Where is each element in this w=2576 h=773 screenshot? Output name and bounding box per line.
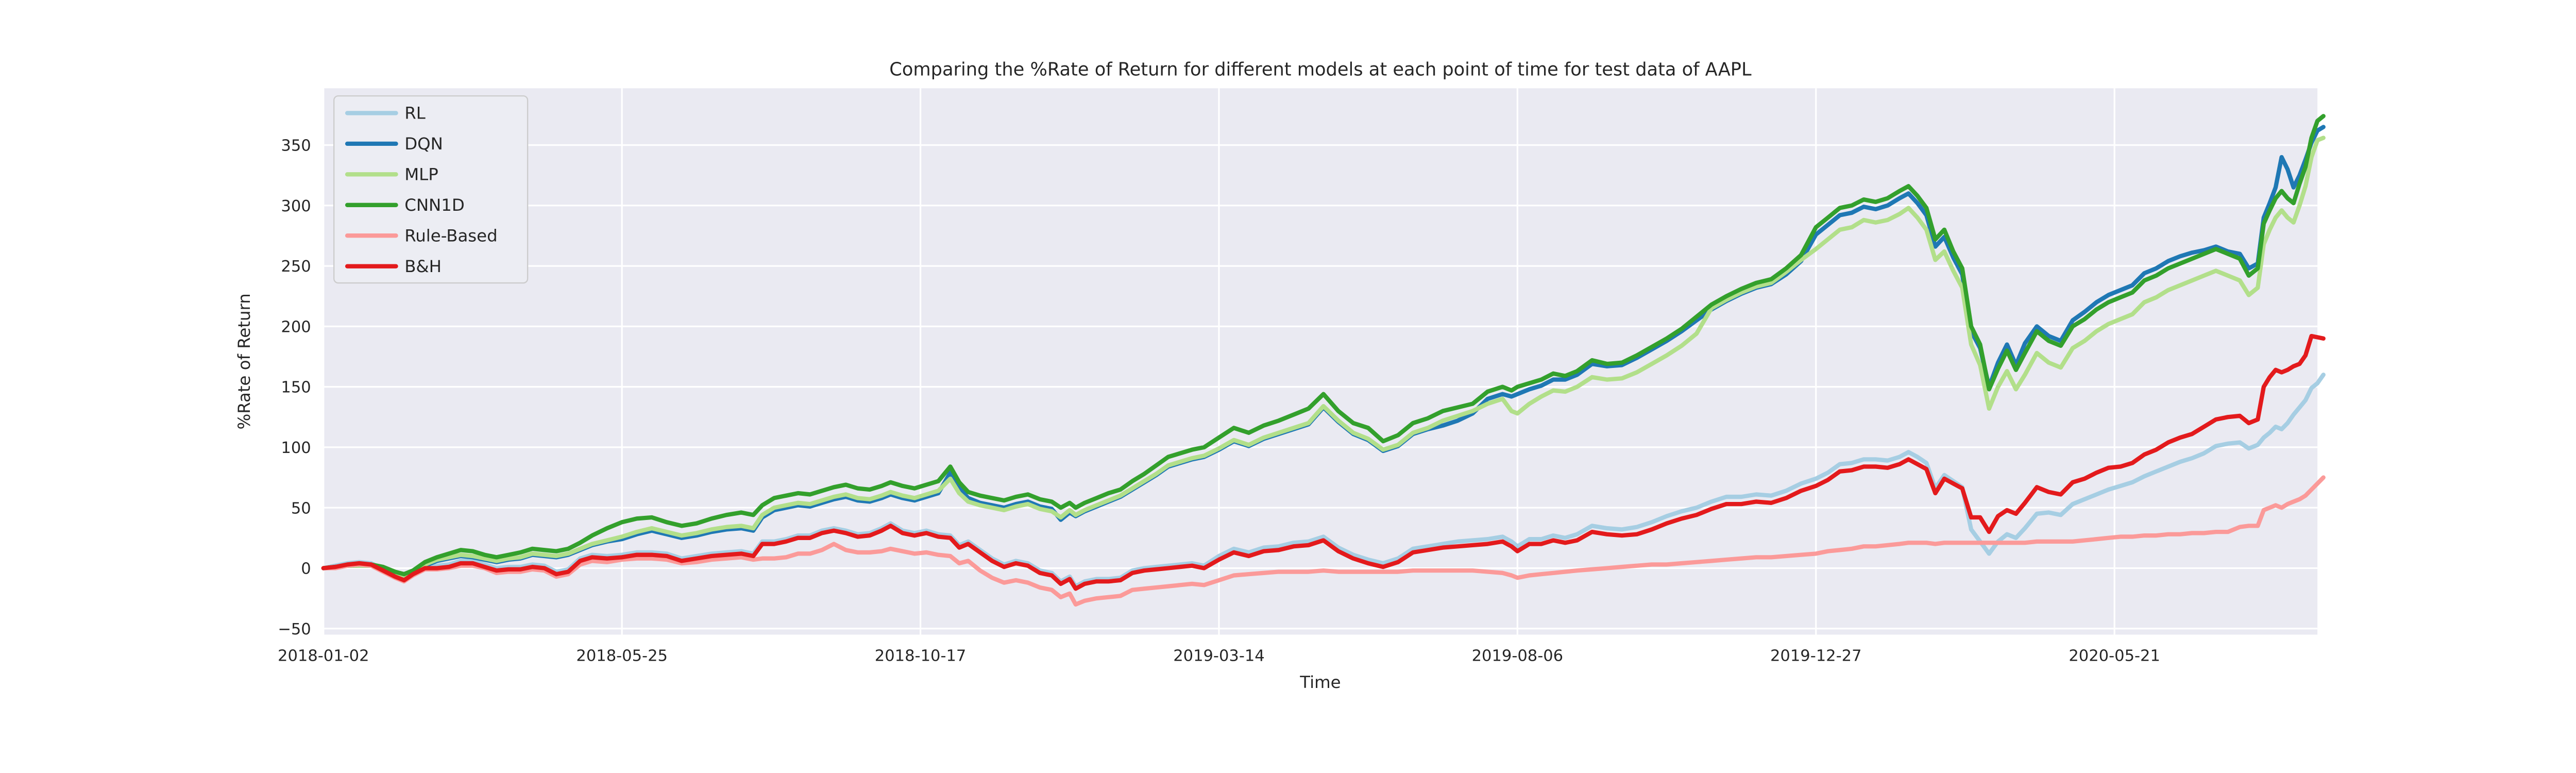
legend-item-RL: RL	[345, 104, 426, 123]
x-tick-label-2018-01-02: 2018-01-02	[278, 647, 369, 665]
y-tick-label--50: −50	[278, 620, 311, 638]
y-tick-label-200: 200	[281, 318, 311, 336]
series-line-MLP	[321, 136, 2326, 578]
legend-frame	[333, 95, 529, 284]
legend-box: RL DQN MLP CNN1D Rule-Based B&H	[333, 95, 529, 284]
y-tick-label-250: 250	[281, 258, 311, 276]
legend-item-Rule-Based: Rule-Based	[345, 226, 498, 245]
y-tick-label-300: 300	[281, 197, 311, 215]
legend-label-B&H: B&H	[404, 257, 442, 276]
x-tick-label-2018-05-25: 2018-05-25	[576, 647, 668, 665]
x-tick-labels: 2018-01-02 2018-05-25 2018-10-17 2019-03-14…	[278, 647, 2160, 665]
x-tick-label-2019-12-27: 2019-12-27	[1770, 647, 1862, 665]
series-line-RL	[321, 373, 2326, 589]
grid-vertical	[323, 88, 2115, 635]
chart-title: Comparing the %Rate of Return for differ…	[889, 59, 1752, 80]
legend-label-CNN1D: CNN1D	[404, 195, 465, 215]
y-tick-label-350: 350	[281, 137, 311, 155]
legend-label-Rule-Based: Rule-Based	[404, 226, 497, 245]
series-line-CNN1D	[321, 114, 2326, 577]
x-tick-label-2020-05-21: 2020-05-21	[2069, 647, 2160, 665]
legend-item-DQN: DQN	[345, 134, 443, 154]
legend-label-MLP: MLP	[404, 164, 438, 184]
y-tick-label-150: 150	[281, 379, 311, 397]
chart-canvas: −50 0 50 100 150 200 250 300 350 2018-01-02 2018-0…	[234, 59, 2326, 693]
x-tick-label-2019-08-06: 2019-08-06	[1472, 647, 1564, 665]
y-tick-label-50: 50	[291, 499, 311, 517]
grid-horizontal	[323, 144, 2318, 630]
figure: −50 0 50 100 150 200 250 300 350 2018-01-02 2018-0…	[234, 59, 2326, 693]
series-group	[321, 114, 2326, 607]
legend-label-DQN: DQN	[404, 134, 443, 154]
x-axis-label: Time	[1299, 673, 1341, 692]
legend-item-MLP: MLP	[345, 164, 438, 184]
y-axis-label: %Rate of Return	[234, 293, 254, 429]
legend-label-RL: RL	[404, 104, 426, 123]
y-tick-label-100: 100	[281, 439, 311, 457]
x-tick-label-2018-10-17: 2018-10-17	[875, 647, 967, 665]
legend-item-B&H: B&H	[345, 257, 442, 276]
series-line-B&H	[321, 333, 2326, 591]
legend-item-CNN1D: CNN1D	[345, 195, 465, 215]
x-tick-label-2019-03-14: 2019-03-14	[1173, 647, 1265, 665]
y-tick-label-0: 0	[301, 560, 311, 578]
y-tick-labels: −50 0 50 100 150 200 250 300 350	[278, 137, 311, 638]
series-line-Rule-Based	[321, 475, 2326, 607]
